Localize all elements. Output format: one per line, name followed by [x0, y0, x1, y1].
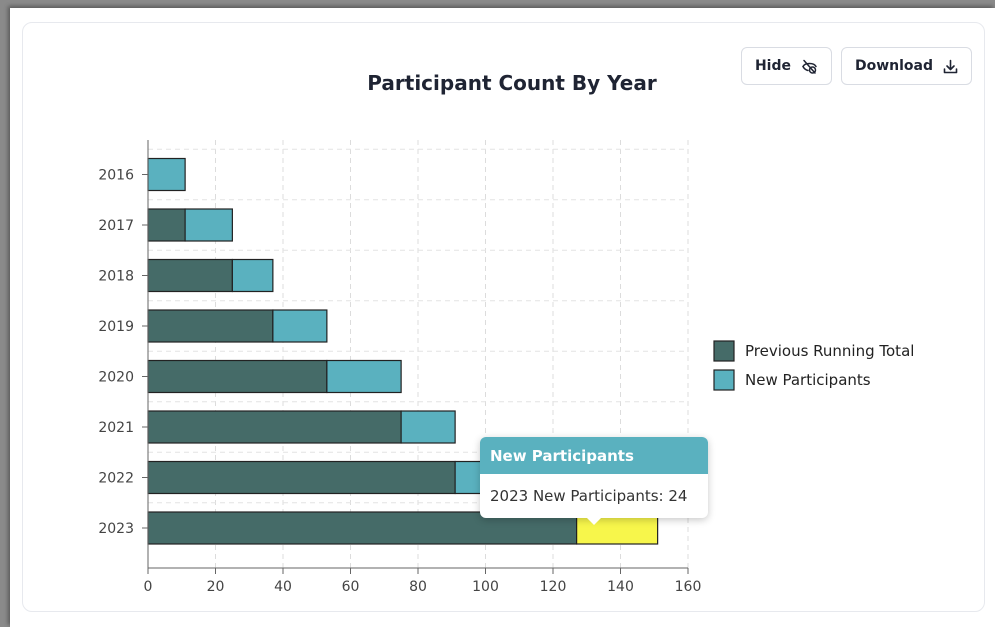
- download-icon: [943, 59, 958, 73]
- bar-2018-previous-running-total[interactable]: [147, 258, 233, 293]
- y-tick-label: 2023: [98, 521, 134, 537]
- legend-label[interactable]: New Participants: [745, 371, 871, 389]
- x-tick-label: 140: [607, 579, 634, 595]
- bar-2018-new-participants[interactable]: [231, 258, 274, 293]
- tooltip-title: New Participants: [480, 437, 708, 474]
- y-tick-label: 2021: [98, 420, 134, 436]
- x-tick-label: 160: [675, 579, 702, 595]
- bar-2020-new-participants[interactable]: [326, 359, 402, 394]
- bar-2017-new-participants[interactable]: [184, 208, 233, 242]
- chart-tooltip: New Participants 2023 New Participants: …: [480, 437, 708, 525]
- legend-swatch[interactable]: [713, 340, 735, 362]
- bar-2021-new-participants[interactable]: [400, 410, 456, 444]
- y-tick-label: 2018: [98, 269, 134, 285]
- x-tick-label: 40: [274, 579, 292, 595]
- y-tick-label: 2020: [98, 370, 134, 386]
- x-tick-label: 0: [144, 579, 153, 595]
- hide-button-label: Hide: [754, 58, 792, 74]
- bar-2021-previous-running-total[interactable]: [147, 410, 402, 444]
- y-tick-label: 2017: [98, 218, 134, 234]
- bar-2017-previous-running-total[interactable]: [147, 208, 186, 242]
- chart-title: Participant Count By Year: [367, 71, 657, 95]
- eye-off-icon: [802, 59, 817, 74]
- x-tick-label: 80: [409, 579, 427, 595]
- y-tick-label: 2019: [98, 319, 134, 335]
- bar-2016-new-participants[interactable]: [147, 157, 186, 192]
- bar-2019-previous-running-total[interactable]: [147, 309, 274, 343]
- x-tick-label: 20: [207, 579, 225, 595]
- hide-button[interactable]: Hide: [741, 47, 832, 85]
- legend-swatch[interactable]: [713, 369, 735, 391]
- tooltip-text: 2023 New Participants: 24: [490, 487, 688, 505]
- x-tick-label: 120: [540, 579, 567, 595]
- bar-2019-new-participants[interactable]: [272, 309, 328, 343]
- x-tick-label: 60: [342, 579, 360, 595]
- download-button-label: Download: [854, 58, 934, 74]
- legend-label[interactable]: Previous Running Total: [745, 342, 914, 360]
- download-button[interactable]: Download: [841, 47, 972, 85]
- y-tick-label: 2016: [98, 168, 134, 184]
- x-tick-label: 100: [472, 579, 499, 595]
- y-tick-label: 2022: [98, 471, 134, 487]
- tooltip-arrow: [587, 518, 601, 525]
- bar-2020-previous-running-total[interactable]: [147, 359, 328, 394]
- bar-2022-previous-running-total[interactable]: [147, 460, 456, 495]
